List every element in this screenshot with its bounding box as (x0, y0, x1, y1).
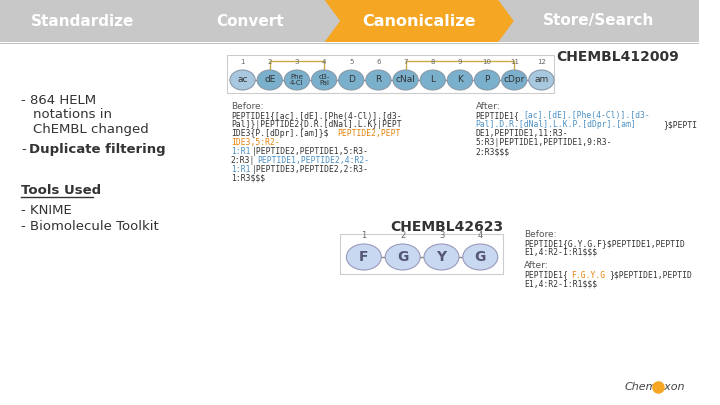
Text: PEPTIDE1{G.Y.G.F}$PEPTIDE1,PEPTID: PEPTIDE1{G.Y.G.F}$PEPTIDE1,PEPTID (524, 239, 685, 248)
Text: Y: Y (436, 250, 446, 264)
Text: E1,4:R2-1:R1$$$: E1,4:R2-1:R1$$$ (524, 248, 597, 257)
Text: 1:R1: 1:R1 (231, 165, 251, 174)
Text: 11: 11 (510, 59, 519, 65)
Text: PEPTIDE1,PEPTIDE2,4:R2-: PEPTIDE1,PEPTIDE2,4:R2- (257, 156, 369, 165)
Text: am: am (534, 75, 549, 85)
Text: E1,4:R2-1:R1$$$: E1,4:R2-1:R1$$$ (524, 279, 597, 288)
Text: ac: ac (238, 75, 248, 85)
Text: K: K (457, 75, 463, 85)
Text: CHEMBL42623: CHEMBL42623 (390, 220, 503, 234)
Text: After:: After: (475, 102, 500, 111)
Text: ChEMBL changed: ChEMBL changed (33, 124, 149, 136)
Ellipse shape (230, 70, 255, 90)
Text: 12: 12 (537, 59, 546, 65)
Text: Before:: Before: (524, 230, 557, 239)
Text: 10: 10 (482, 59, 492, 65)
Text: 3: 3 (294, 59, 300, 65)
Text: -: - (22, 143, 26, 156)
Text: F.G.Y.G: F.G.Y.G (572, 271, 606, 279)
Text: dE: dE (264, 75, 276, 85)
Text: Store/Search: Store/Search (543, 13, 654, 28)
Text: R: R (375, 75, 382, 85)
Text: 1: 1 (240, 59, 245, 65)
Text: 2: 2 (400, 231, 405, 240)
Text: PEPTIDE2,PEPT: PEPTIDE2,PEPT (338, 129, 401, 138)
Ellipse shape (463, 244, 498, 270)
Text: Pal]}|PEPTIDE2{D.R.[dNal].L.K}|PEPT: Pal]}|PEPTIDE2{D.R.[dNal].L.K}|PEPT (231, 120, 402, 129)
Text: |PEPTIDE3,PEPTIDE2,2:R3-: |PEPTIDE3,PEPTIDE2,2:R3- (252, 165, 369, 174)
Ellipse shape (528, 70, 554, 90)
Text: IDE3{P.[dDpr].[am]}$: IDE3{P.[dDpr].[am]}$ (231, 129, 328, 138)
Ellipse shape (420, 70, 446, 90)
Text: Convert: Convert (217, 13, 284, 28)
Ellipse shape (366, 70, 391, 90)
Text: }$PEPTI: }$PEPTI (662, 120, 697, 129)
Text: cNal: cNal (396, 75, 415, 85)
Text: IDE3,5:R2-: IDE3,5:R2- (231, 138, 279, 147)
Ellipse shape (284, 70, 310, 90)
Text: After:: After: (524, 262, 549, 271)
Ellipse shape (346, 244, 382, 270)
Polygon shape (325, 0, 514, 42)
Text: 5:R3|PEPTIDE1,PEPTIDE1,9:R3-: 5:R3|PEPTIDE1,PEPTIDE1,9:R3- (475, 138, 612, 147)
Text: |PEPTIDE2,PEPTIDE1,5:R3-: |PEPTIDE2,PEPTIDE1,5:R3- (252, 147, 369, 156)
Text: d3-
Pal: d3- Pal (318, 74, 330, 86)
Text: PEPTIDE1{[ac].[dE].[Phe(4-Cl)].[d3-: PEPTIDE1{[ac].[dE].[Phe(4-Cl)].[d3- (231, 111, 402, 120)
Ellipse shape (385, 244, 420, 270)
Text: 2:R3$$$: 2:R3$$$ (475, 147, 510, 156)
Text: F: F (359, 250, 369, 264)
Text: ChemAxon: ChemAxon (624, 382, 685, 392)
Ellipse shape (474, 70, 500, 90)
Ellipse shape (424, 244, 459, 270)
Ellipse shape (338, 70, 364, 90)
Text: 4: 4 (477, 231, 483, 240)
Text: Phe
4-Cl: Phe 4-Cl (290, 74, 304, 86)
Text: G: G (474, 250, 486, 264)
Text: PEPTIDE1{: PEPTIDE1{ (524, 271, 568, 279)
Text: P: P (485, 75, 490, 85)
Text: notations in: notations in (33, 109, 112, 122)
Text: 2:R3|: 2:R3| (231, 156, 256, 165)
Text: cDpr: cDpr (503, 75, 525, 85)
Text: 6: 6 (376, 59, 381, 65)
Text: 1: 1 (361, 231, 366, 240)
Text: 2: 2 (268, 59, 272, 65)
Ellipse shape (447, 70, 472, 90)
Text: PEPTIDE1{: PEPTIDE1{ (475, 111, 519, 120)
Text: 9: 9 (458, 59, 462, 65)
FancyBboxPatch shape (0, 0, 698, 42)
Text: Before:: Before: (231, 102, 264, 111)
Text: 1:R1: 1:R1 (231, 147, 251, 156)
Text: }$PEPTIDE1,PEPTID: }$PEPTIDE1,PEPTID (609, 271, 692, 279)
Text: [ac].[dE].[Phe(4-Cl)].[d3-: [ac].[dE].[Phe(4-Cl)].[d3- (523, 111, 649, 120)
Text: 3: 3 (438, 231, 444, 240)
Text: 4: 4 (322, 59, 326, 65)
Ellipse shape (312, 70, 337, 90)
Ellipse shape (502, 70, 527, 90)
Text: 5: 5 (349, 59, 354, 65)
Text: Duplicate filtering: Duplicate filtering (29, 143, 166, 156)
Text: Pal].D.R.[dNal].L.K.P.[dDpr].[am]: Pal].D.R.[dNal].L.K.P.[dDpr].[am] (475, 120, 636, 129)
Text: L: L (431, 75, 436, 85)
Text: CHEMBL412009: CHEMBL412009 (557, 50, 679, 64)
Text: G: G (397, 250, 408, 264)
Text: 1:R3$$$: 1:R3$$$ (231, 174, 265, 183)
Text: 7: 7 (403, 59, 408, 65)
Text: D: D (348, 75, 355, 85)
Text: 8: 8 (431, 59, 435, 65)
Ellipse shape (393, 70, 418, 90)
Ellipse shape (257, 70, 282, 90)
Text: - 864 HELM: - 864 HELM (22, 94, 96, 107)
Text: DE1,PEPTIDE1,11:R3-: DE1,PEPTIDE1,11:R3- (475, 129, 568, 138)
Text: Canonicalize: Canonicalize (362, 13, 476, 28)
Text: - Biomolecule Toolkit: - Biomolecule Toolkit (22, 220, 159, 234)
Text: Tools Used: Tools Used (22, 183, 102, 196)
Text: Standardize: Standardize (31, 13, 134, 28)
Text: - KNIME: - KNIME (22, 203, 72, 217)
